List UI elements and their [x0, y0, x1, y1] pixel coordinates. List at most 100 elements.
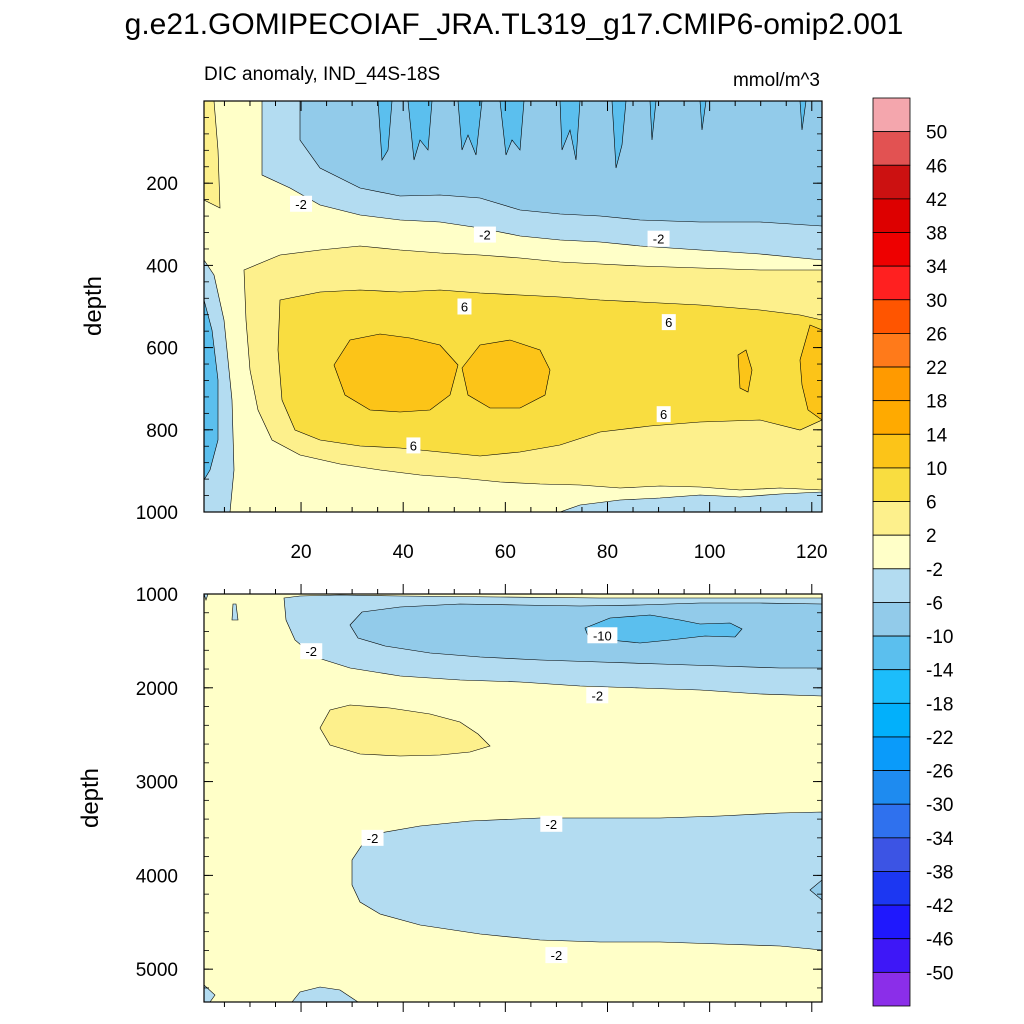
- colorbar-swatch: [872, 467, 911, 502]
- upper-contour-label-bg: [473, 226, 496, 243]
- lower-ylabel: depth: [77, 768, 104, 828]
- colorbar-label: 2: [926, 526, 937, 547]
- upper-ytick-label: 800: [146, 421, 178, 442]
- lower-bottom-negative: [291, 986, 359, 1002]
- colorbar-label: -2: [926, 560, 943, 581]
- colorbar-label: -26: [926, 762, 953, 783]
- lower-contour-label: -10: [593, 628, 612, 643]
- colorbar-label: 50: [926, 123, 947, 144]
- lower-top-left-sliver: [204, 594, 209, 601]
- upper-contour-label: 6: [410, 438, 417, 453]
- colorbar-label: -22: [926, 728, 953, 749]
- upper-bottom-negative: [559, 491, 822, 512]
- colorbar-label: -10: [926, 627, 953, 648]
- upper-ytick-label: 1000: [136, 503, 178, 524]
- colorbar-swatch: [872, 837, 911, 872]
- lower-contour-label-bg: [586, 687, 609, 704]
- colorbar-label: -38: [926, 862, 953, 883]
- lower-upper-negative-2: [349, 602, 822, 669]
- colorbar-label: -30: [926, 795, 953, 816]
- colorbar-swatch: [872, 232, 911, 267]
- upper-xtick-label: 20: [290, 542, 311, 563]
- colorbar: 50 46 42 38 34 30 26 22 18 14 10 6 2 -2 -6 -10 -14 -18 -22…: [872, 97, 954, 1007]
- upper-negative-core: [377, 101, 807, 169]
- colorbar-swatch: [872, 400, 911, 435]
- colorbar-label: 22: [926, 358, 947, 379]
- colorbar-label: 38: [926, 224, 947, 245]
- upper-positive-core-2: [461, 339, 551, 409]
- lower-bottom-left-negative: [204, 984, 216, 1002]
- upper-contour-label-bg: [406, 437, 421, 454]
- colorbar-label: 6: [926, 493, 937, 514]
- colorbar-swatch: [872, 568, 911, 603]
- colorbar-label: 26: [926, 324, 947, 345]
- colorbar-swatch: [872, 433, 911, 469]
- lower-xticks: [223, 584, 813, 1012]
- lower-contour-labels: -2 -10 -2 -2 -2 -2: [300, 627, 618, 964]
- colorbar-swatch: [872, 635, 911, 671]
- colorbar-label: -42: [926, 896, 953, 917]
- colorbar-label: 34: [926, 257, 948, 278]
- lower-panel: -2 -10 -2 -2 -2 -2 1000 2000 3000 4000 5000 depth: [77, 584, 823, 1012]
- upper-yticks: 200 400 600 800 1000: [136, 100, 822, 524]
- lower-contour-label-bg: [587, 627, 618, 644]
- colorbar-swatch: [872, 501, 911, 536]
- colorbar-swatch: [872, 871, 911, 906]
- colorbar-label: -34: [926, 829, 954, 850]
- colorbar-swatch: [872, 97, 911, 133]
- colorbar-swatch: [872, 736, 911, 771]
- upper-contour-label-bg: [656, 406, 671, 423]
- lower-deep-negative-edge: [809, 879, 822, 901]
- lower-contour-label: -2: [551, 948, 563, 963]
- lower-frame: [203, 593, 823, 1003]
- colorbar-label: 46: [926, 156, 947, 177]
- upper-frame: [203, 100, 823, 513]
- colorbar-label: 18: [926, 392, 947, 413]
- upper-contour-label: -2: [653, 232, 665, 247]
- upper-contour-label-bg: [290, 195, 313, 212]
- colorbar-swatch: [872, 265, 911, 301]
- lower-thin-spike: [231, 603, 239, 621]
- upper-units: mmol/m^3: [733, 70, 820, 91]
- colorbar-swatch: [872, 131, 911, 166]
- upper-positive-core-4: [799, 324, 822, 421]
- colorbar-swatch: [872, 770, 911, 805]
- upper-xtick-label: 80: [597, 542, 618, 563]
- upper-contour-label: -2: [479, 228, 491, 243]
- colorbar-label: -6: [926, 593, 943, 614]
- upper-negative-band-2: [299, 101, 822, 227]
- lower-deep-negative: [351, 811, 822, 951]
- colorbar-swatch: [872, 366, 911, 402]
- lower-contour-label-bg: [300, 643, 323, 660]
- lower-ytick-label: 1000: [136, 585, 178, 606]
- colorbar-label: 30: [926, 291, 947, 312]
- colorbar-swatch: [872, 971, 911, 1007]
- lower-yticks: 1000 2000 3000 4000 5000: [136, 585, 822, 989]
- lower-contour-label-bg: [361, 829, 384, 846]
- colorbar-label: -14: [926, 661, 954, 682]
- upper-contour-fills: [204, 101, 822, 512]
- colorbar-swatch: [872, 702, 911, 738]
- colorbar-swatch: [872, 299, 911, 334]
- colorbar-label: -18: [926, 694, 953, 715]
- lower-contour-label: -2: [546, 817, 558, 832]
- upper-positive-core-3: [737, 349, 753, 393]
- upper-contour-label-bg: [661, 314, 676, 331]
- lower-contour-label: -2: [305, 644, 317, 659]
- colorbar-label: 14: [926, 425, 948, 446]
- lower-contour-label-bg: [540, 815, 563, 832]
- upper-xtick-label: 40: [393, 542, 414, 563]
- upper-top-left-positive: [204, 101, 221, 209]
- lower-contour-label: -2: [367, 831, 379, 846]
- upper-ytick-label: 400: [146, 256, 178, 277]
- upper-contour-label: 6: [665, 315, 672, 330]
- colorbar-swatch: [872, 803, 911, 839]
- lower-ytick-label: 2000: [136, 679, 178, 700]
- upper-ylabel: depth: [80, 276, 107, 336]
- upper-xticks: 20 40 60 80 100 120: [223, 101, 828, 563]
- colorbar-swatch: [872, 669, 911, 704]
- lower-positive-blob: [319, 704, 491, 757]
- upper-contour-label: -2: [295, 197, 307, 212]
- upper-xtick-label: 120: [796, 542, 828, 563]
- lower-ytick-label: 5000: [136, 960, 178, 981]
